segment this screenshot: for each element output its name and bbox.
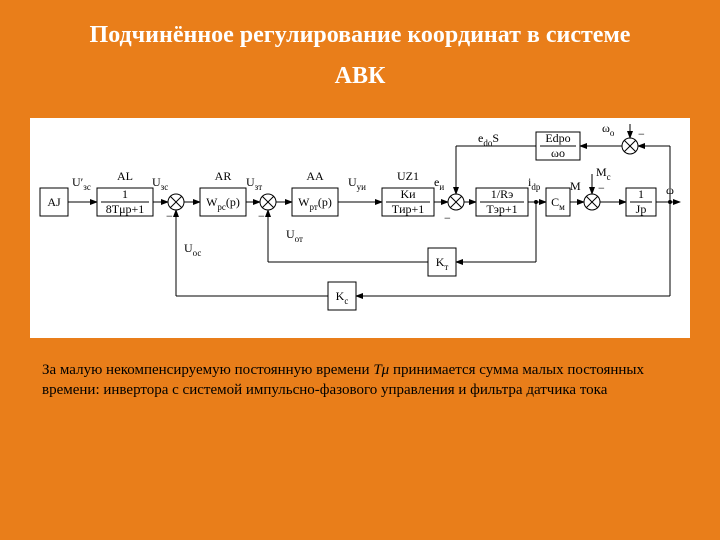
sig-uyi: Uуи: [348, 175, 366, 192]
title-line-1: Подчинённое регулирование координат в си…: [0, 0, 720, 49]
block-jp-num: 1: [638, 187, 644, 201]
block-uz1-den: Tиp+1: [392, 202, 425, 216]
sig-uoc: Uос: [184, 241, 201, 258]
block-al-label: AL: [117, 169, 133, 183]
s2-minus: −: [258, 209, 265, 223]
sig-uzt: Uзт: [246, 175, 262, 192]
caption-var: Tμ: [373, 362, 389, 378]
sig-omega-o: ωo: [602, 121, 615, 138]
sig-mc: Mc: [596, 165, 611, 182]
s4-minus: −: [598, 181, 605, 195]
block-aj-label: AJ: [47, 195, 61, 209]
caption-text: За малую некомпенсируемую постоянную вре…: [42, 360, 678, 401]
sig-uot: Uот: [286, 227, 303, 244]
sig-idp: idp: [528, 175, 541, 192]
block-ar-label: AR: [215, 169, 232, 183]
block-edpo-num: Edpo: [545, 131, 570, 145]
title-line-2: АВК: [0, 49, 720, 90]
block-re-num: 1/Rэ: [491, 187, 514, 201]
block-jp-den: Jp: [636, 202, 647, 216]
sig-uzc-prime: U′зс: [72, 175, 91, 192]
block-al-den: 8Tμp+1: [106, 202, 145, 216]
s5-minus: −: [638, 127, 645, 141]
block-re-den: Tэp+1: [486, 202, 517, 216]
block-al-num: 1: [122, 187, 128, 201]
block-edpo-den: ωo: [551, 146, 565, 160]
block-aa-label: AA: [306, 169, 324, 183]
block-uz1-num: Kи: [400, 187, 416, 201]
s1-minus: −: [166, 209, 173, 223]
sig-uzc: Uзс: [152, 175, 168, 192]
sig-ei: eи: [434, 175, 444, 192]
caption-before: За малую некомпенсируемую постоянную вре…: [42, 362, 373, 378]
sig-edoS: edoS: [478, 131, 499, 148]
s3-minus: −: [444, 211, 451, 225]
block-diagram: AJ U′зс AL 1 8Tμp+1 Uзс − AR Wрс(p) Uзт …: [30, 118, 690, 338]
block-uz1-label: UZ1: [397, 169, 419, 183]
sig-m: M: [570, 179, 581, 193]
